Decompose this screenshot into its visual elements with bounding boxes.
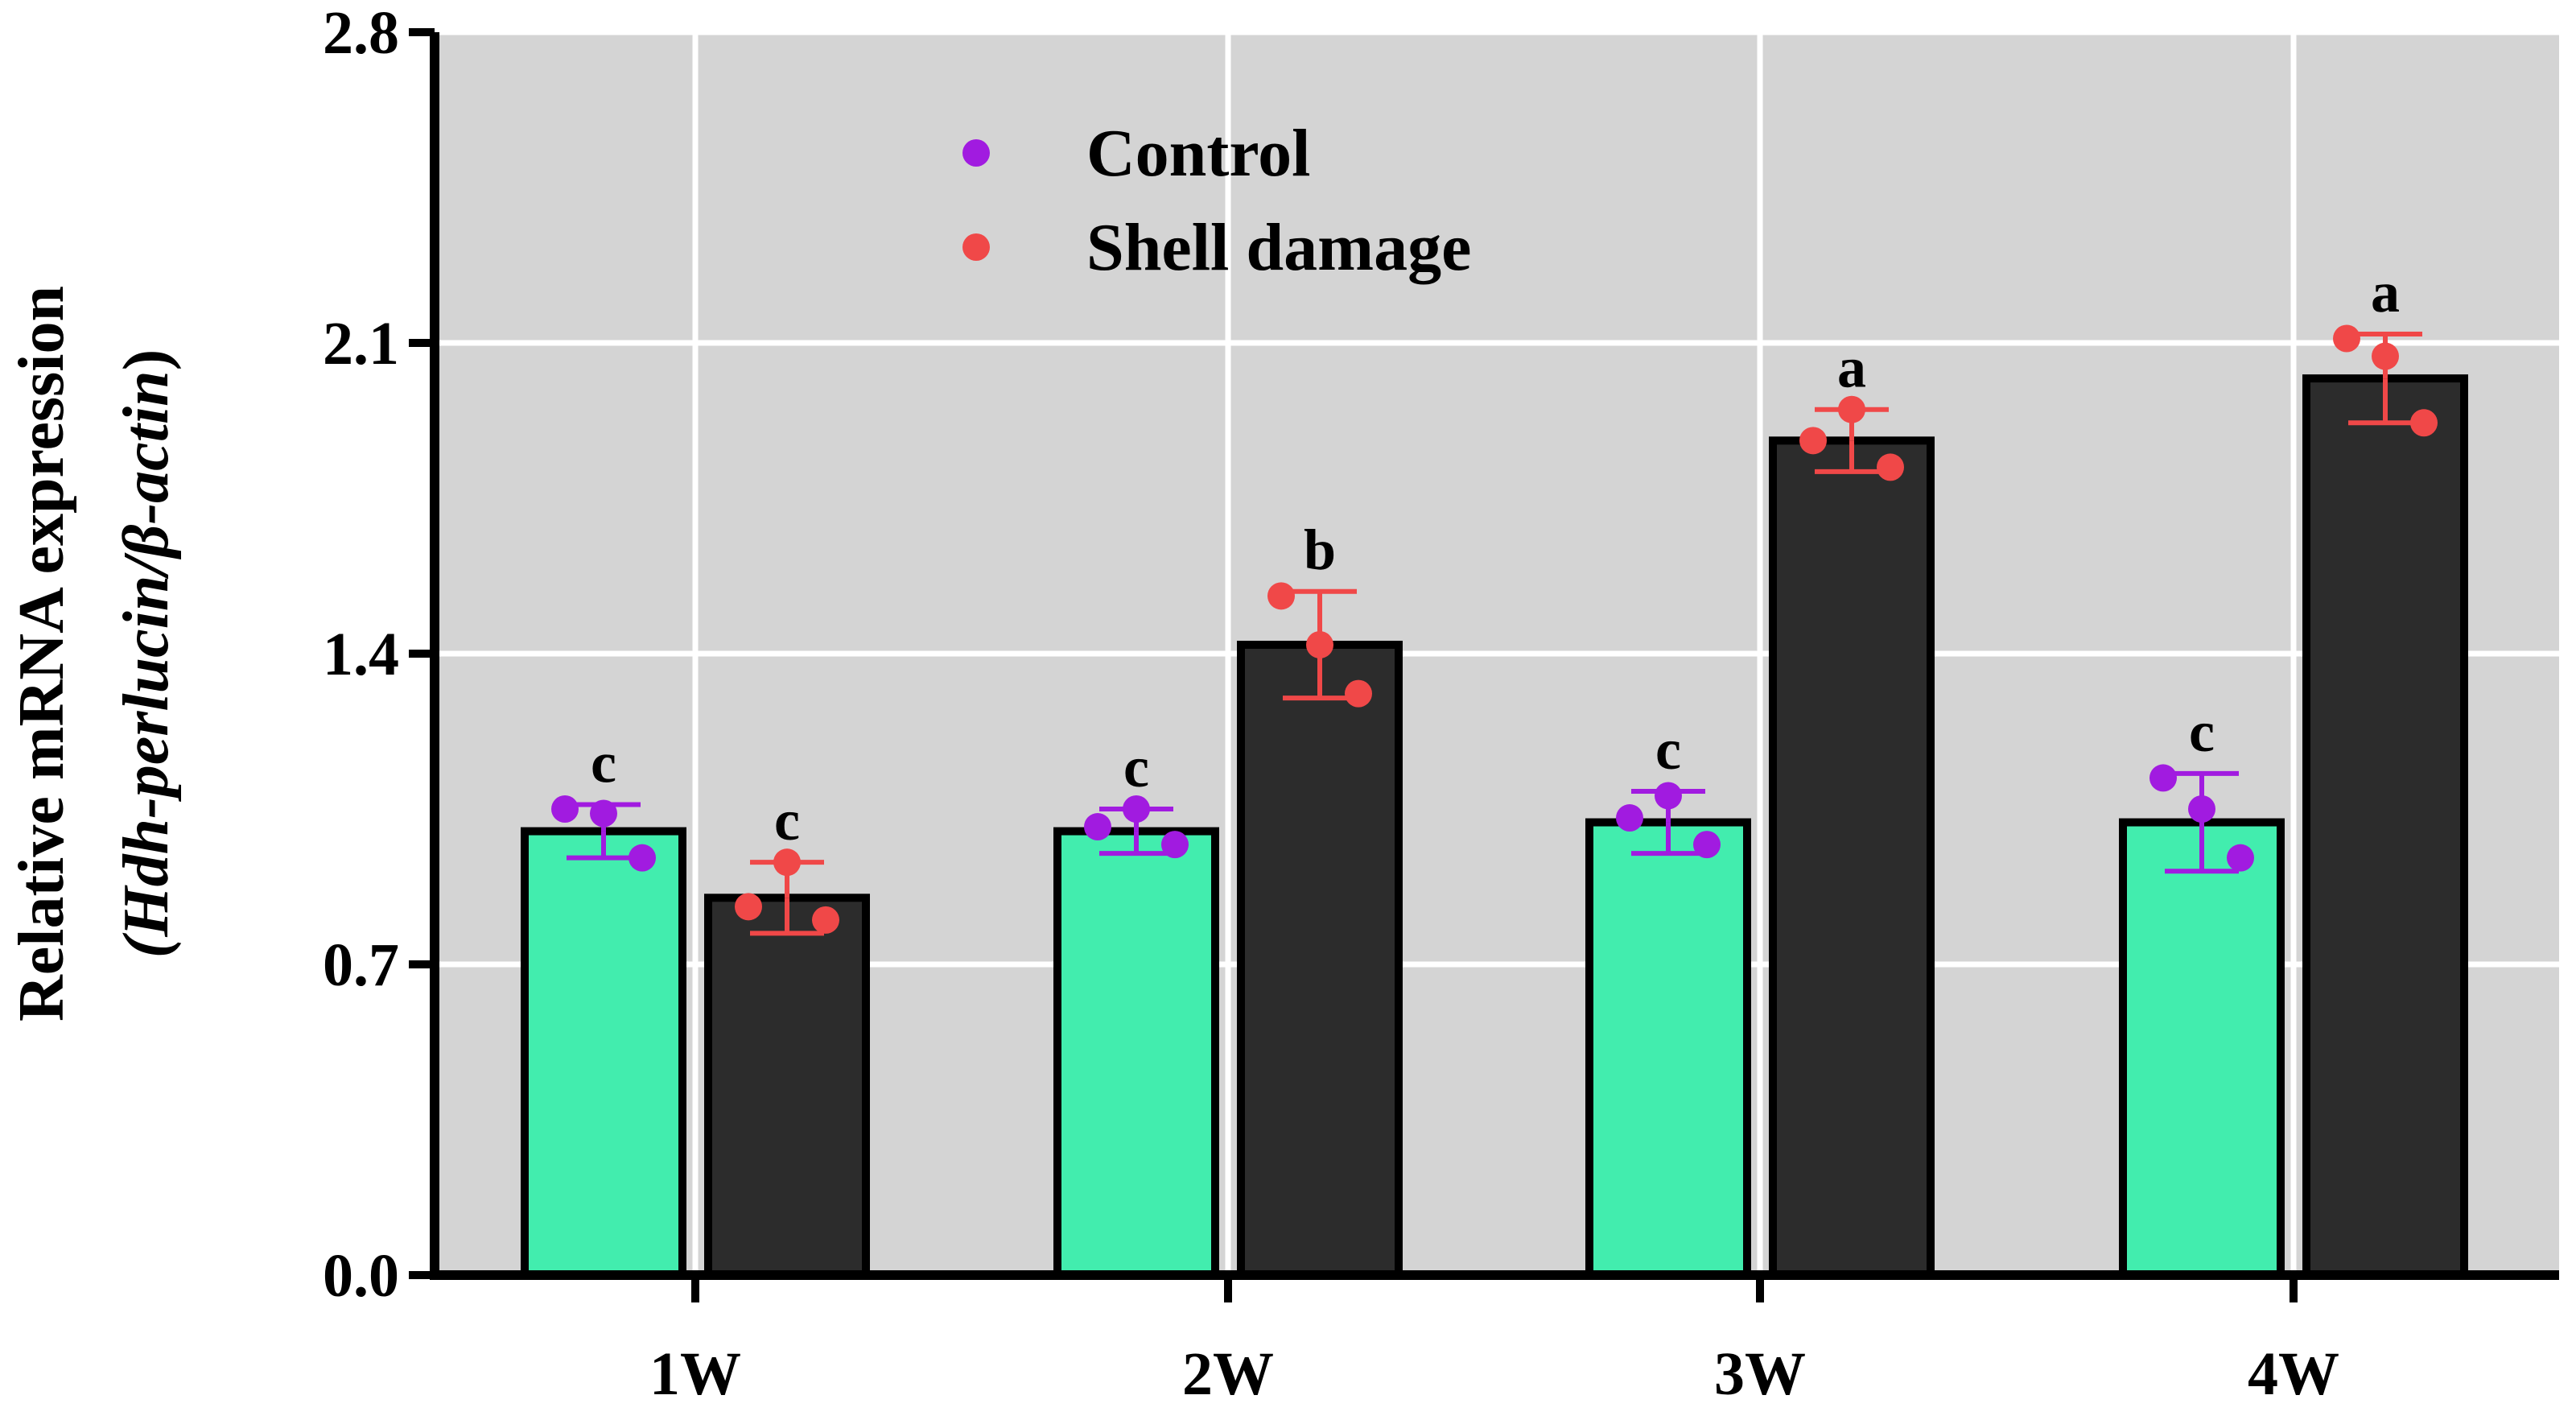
significance-letter-1-1: b <box>1304 518 1336 582</box>
legend: Control Shell damage <box>962 116 1471 285</box>
significance-letters: c c c c c b a a <box>591 260 2400 852</box>
bar-control-1W <box>521 827 686 1279</box>
data-point-1-2-0 <box>1799 427 1827 455</box>
legend-marker-shell-damage <box>962 233 990 261</box>
data-point-0-1-2 <box>1161 831 1189 859</box>
y-tick-label-0: 0.0 <box>323 1242 399 1310</box>
bar-control-2W <box>1053 827 1219 1279</box>
data-point-1-0-1 <box>773 848 801 877</box>
y-tick-label-1: 0.7 <box>323 931 399 999</box>
data-point-1-1-2 <box>1345 679 1372 708</box>
data-point-0-3-2 <box>2227 844 2254 872</box>
data-point-1-3-1 <box>2372 342 2399 370</box>
data-points <box>551 324 2438 934</box>
bar-control-4W <box>2119 818 2285 1279</box>
data-point-1-1-0 <box>1267 582 1295 610</box>
significance-letter-0-3: c <box>2189 700 2215 764</box>
y-axis-title-line2: (Hdh-perlucin/β-actin <box>111 370 182 958</box>
significance-letter-1-0: c <box>774 788 800 852</box>
bar-shell-damage-1W <box>704 894 870 1280</box>
data-point-0-2-0 <box>1616 804 1643 832</box>
x-tick-label-1W: 1W <box>649 1340 741 1408</box>
bar-shell-damage-2W <box>1237 640 1403 1279</box>
data-point-0-1-1 <box>1123 795 1150 823</box>
x-tick-label-4W: 4W <box>2248 1340 2339 1408</box>
significance-letter-0-1: c <box>1123 735 1149 799</box>
data-point-1-1-1 <box>1306 630 1333 658</box>
data-point-1-3-2 <box>2410 409 2438 437</box>
data-point-1-2-2 <box>1877 453 1904 481</box>
y-ticks: 0.0 0.7 1.4 2.1 2.8 <box>323 0 435 1310</box>
data-point-0-3-0 <box>2149 764 2177 792</box>
bar-shell-damage-3W <box>1769 436 1935 1279</box>
bars <box>521 374 2468 1280</box>
data-point-0-0-1 <box>590 799 617 828</box>
legend-label-control: Control <box>1086 116 1310 191</box>
y-tick-label-3: 2.1 <box>323 310 399 378</box>
y-axis-title-line1: Relative mRNA expression <box>6 286 77 1022</box>
significance-letter-0-2: c <box>1655 717 1681 782</box>
x-tick-label-2W: 2W <box>1182 1340 1274 1408</box>
y-axis-title-2: (Hdh-perlucin/β-actin) <box>111 349 182 959</box>
data-point-0-2-2 <box>1693 831 1721 859</box>
significance-letter-1-3: a <box>2371 260 2400 324</box>
legend-marker-control <box>962 139 990 167</box>
y-tick-label-2: 1.4 <box>323 621 399 688</box>
significance-letter-0-0: c <box>591 730 616 795</box>
data-point-0-1-0 <box>1084 813 1111 841</box>
legend-label-shell-damage: Shell damage <box>1086 210 1471 285</box>
data-point-0-3-1 <box>2188 795 2215 823</box>
data-point-0-0-0 <box>551 795 579 823</box>
data-point-1-0-2 <box>812 906 839 934</box>
x-ticks: 1W 2W 3W 4W <box>649 1275 2339 1408</box>
significance-letter-1-2: a <box>1837 336 1866 400</box>
data-point-1-0-0 <box>735 893 762 921</box>
y-axis-title-line2-close: ) <box>111 349 182 371</box>
data-point-0-2-1 <box>1655 782 1682 810</box>
y-axis-title: Relative mRNA expression <box>6 286 77 1022</box>
x-tick-label-3W: 3W <box>1714 1340 1806 1408</box>
bar-shell-damage-4W <box>2302 374 2468 1280</box>
data-point-1-2-1 <box>1838 395 1865 423</box>
y-tick-label-4: 2.8 <box>323 0 399 67</box>
data-point-0-0-2 <box>629 844 656 872</box>
bar-control-3W <box>1585 818 1751 1279</box>
data-point-1-3-0 <box>2333 324 2360 353</box>
